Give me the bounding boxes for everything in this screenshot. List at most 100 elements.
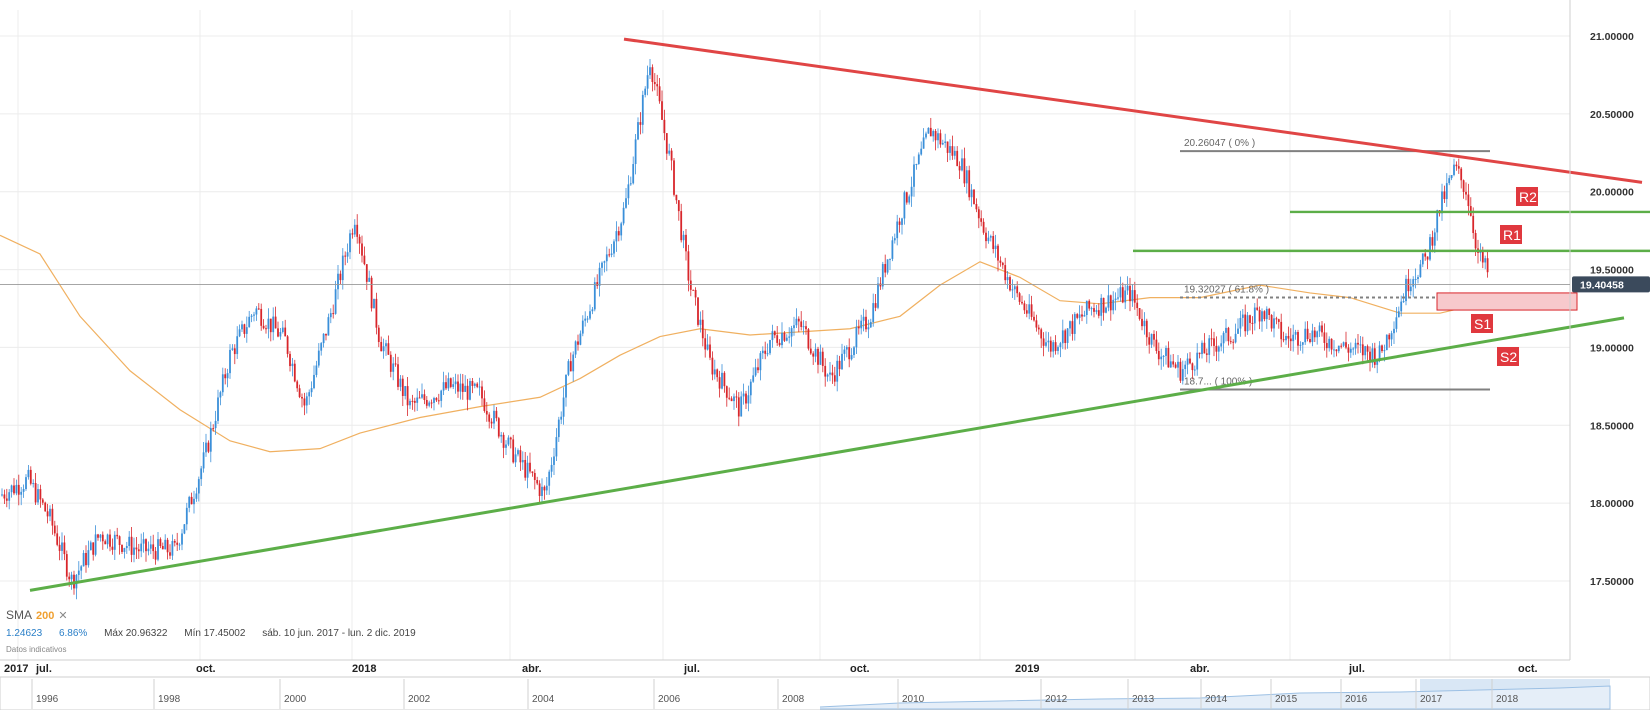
candle-body <box>253 314 255 316</box>
candle-body <box>553 456 555 465</box>
candle-body <box>286 336 289 354</box>
candle-body <box>809 348 812 354</box>
candle-body <box>1215 345 1218 352</box>
fib-label-100: 18.7... ( 100% ) <box>1184 376 1252 387</box>
candle-body <box>1395 317 1398 329</box>
x-tick-label: 2017 <box>4 663 28 675</box>
candle-body <box>860 320 863 329</box>
candle-body <box>867 327 870 330</box>
candle-body <box>433 397 435 403</box>
s1-zone <box>1436 292 1578 311</box>
candle-body <box>1088 300 1091 309</box>
candle-body <box>1196 352 1199 370</box>
navigator[interactable]: 1996 1998 2000 2002 2004 2006 2008 2010 2012 2013… <box>0 676 1650 711</box>
candle-body <box>1191 363 1194 371</box>
sma-label: SMA <box>6 608 33 622</box>
candle-body <box>567 361 570 375</box>
candle-body <box>397 364 399 387</box>
candle-body <box>577 341 579 345</box>
candle-body <box>593 282 596 310</box>
candle-body <box>1323 332 1326 343</box>
candle-body <box>1462 180 1465 192</box>
candle-body <box>886 259 889 273</box>
candle-body <box>1030 304 1033 317</box>
candle-body <box>922 137 925 149</box>
navigator-label: 2017 <box>1420 694 1443 705</box>
resistance-trendline <box>623 37 1643 184</box>
candle-body <box>121 544 123 552</box>
candle-body <box>495 410 498 419</box>
candle-body <box>1299 344 1302 346</box>
candle-body <box>1090 308 1093 310</box>
candle-body <box>1001 262 1004 266</box>
candle-body <box>219 392 222 398</box>
candle-body <box>1376 359 1379 365</box>
s2-label: S2 <box>1500 349 1517 365</box>
candle-body <box>1429 237 1431 260</box>
candle-body <box>466 385 469 400</box>
candle-body <box>733 396 735 402</box>
candle-body <box>15 484 18 494</box>
candle-body <box>610 253 613 255</box>
candle-body <box>944 141 947 143</box>
candle-body <box>41 499 44 503</box>
candle-body <box>1198 352 1201 355</box>
candle-body <box>634 139 637 165</box>
candle-body <box>649 67 651 76</box>
candle-body <box>1085 300 1088 316</box>
y-tick-label: 18.00000 <box>1590 498 1634 510</box>
candle-body <box>932 130 935 137</box>
candle-body <box>1409 286 1412 292</box>
candle-body <box>447 378 450 389</box>
navigator-label: 2014 <box>1205 694 1228 705</box>
candle-body <box>1486 258 1489 273</box>
candle-body <box>910 186 913 197</box>
candle-body <box>493 410 495 424</box>
close-icon[interactable]: ✕ <box>58 610 68 622</box>
candle-body <box>1268 308 1271 315</box>
candle-body <box>1045 342 1047 346</box>
candle-body <box>512 439 515 463</box>
navigator-label: 2004 <box>532 694 555 705</box>
candle-body <box>339 273 342 281</box>
trendlines <box>29 37 1643 592</box>
candle-body <box>44 502 47 512</box>
candle-body <box>1270 314 1273 329</box>
candle-body <box>22 489 25 492</box>
candle-body <box>1378 345 1381 360</box>
candle-body <box>291 363 294 367</box>
candle-body <box>917 154 920 165</box>
s1-label-bg <box>1471 314 1493 333</box>
candle-body <box>1337 345 1340 352</box>
candle-body <box>1397 311 1400 318</box>
candle-body <box>1349 348 1352 353</box>
candle-body <box>1006 277 1009 281</box>
candle-body <box>154 551 157 560</box>
candle-body <box>1133 290 1136 303</box>
candle-body <box>1237 328 1239 334</box>
candle-body <box>29 469 32 484</box>
candle-body <box>1169 361 1172 368</box>
candle-body <box>243 324 246 334</box>
candle-body <box>409 400 411 406</box>
candle-body <box>176 542 179 545</box>
candle-body <box>137 549 140 552</box>
candle-body <box>1181 369 1184 381</box>
candle-body <box>800 321 803 327</box>
candle-body <box>797 318 800 322</box>
candle-body <box>1217 346 1220 352</box>
candle-body <box>193 498 195 505</box>
x-tick-label: jul. <box>35 663 52 675</box>
candle-body <box>725 386 728 398</box>
candle-body <box>157 539 159 560</box>
candle-body <box>783 332 786 341</box>
candle-body <box>260 308 263 326</box>
candle-body <box>490 421 493 424</box>
candle-body <box>1342 342 1345 346</box>
candle-body <box>675 194 678 201</box>
candle-body <box>3 494 6 499</box>
candle-body <box>1184 364 1187 370</box>
candle-body <box>358 236 361 244</box>
candle-body <box>555 437 558 457</box>
